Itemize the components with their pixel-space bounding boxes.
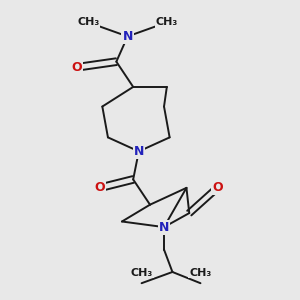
- Text: O: O: [94, 182, 105, 194]
- Text: CH₃: CH₃: [156, 17, 178, 27]
- Text: N: N: [134, 145, 144, 158]
- Text: CH₃: CH₃: [130, 268, 153, 278]
- Text: O: O: [212, 182, 223, 194]
- Text: N: N: [159, 220, 169, 234]
- Text: N: N: [122, 30, 133, 43]
- Text: CH₃: CH₃: [77, 17, 99, 27]
- Text: CH₃: CH₃: [189, 268, 212, 278]
- Text: O: O: [72, 61, 83, 74]
